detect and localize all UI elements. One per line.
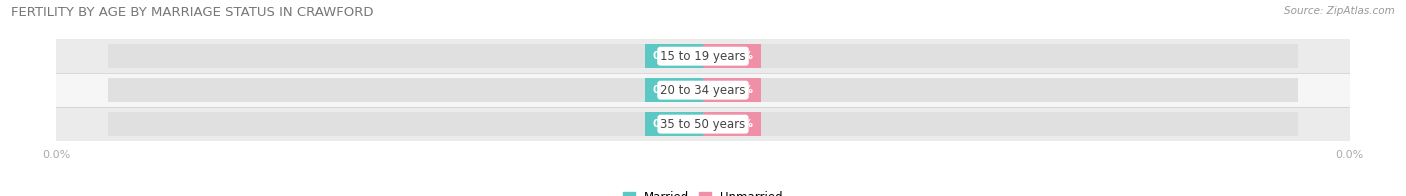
Text: 0.0%: 0.0% <box>724 85 754 95</box>
Bar <box>703 78 1298 102</box>
Text: 35 to 50 years: 35 to 50 years <box>661 118 745 131</box>
Bar <box>703 44 1298 68</box>
Bar <box>108 112 703 136</box>
Text: 0.0%: 0.0% <box>724 119 754 129</box>
Text: 0.0%: 0.0% <box>652 119 682 129</box>
Text: 0.0%: 0.0% <box>724 51 754 61</box>
Text: 0.0%: 0.0% <box>652 85 682 95</box>
Text: 15 to 19 years: 15 to 19 years <box>661 50 745 63</box>
Bar <box>108 78 703 102</box>
Text: FERTILITY BY AGE BY MARRIAGE STATUS IN CRAWFORD: FERTILITY BY AGE BY MARRIAGE STATUS IN C… <box>11 6 374 19</box>
Bar <box>703 78 761 102</box>
Bar <box>703 112 761 136</box>
Bar <box>645 78 703 102</box>
Legend: Married, Unmarried: Married, Unmarried <box>619 186 787 196</box>
Bar <box>645 112 703 136</box>
Text: Source: ZipAtlas.com: Source: ZipAtlas.com <box>1284 6 1395 16</box>
Text: 0.0%: 0.0% <box>652 51 682 61</box>
Bar <box>56 73 1350 107</box>
Bar <box>56 107 1350 141</box>
Bar <box>703 44 761 68</box>
Bar <box>645 44 703 68</box>
Bar <box>703 112 1298 136</box>
Text: 20 to 34 years: 20 to 34 years <box>661 84 745 97</box>
Bar <box>108 44 703 68</box>
Bar <box>56 39 1350 73</box>
